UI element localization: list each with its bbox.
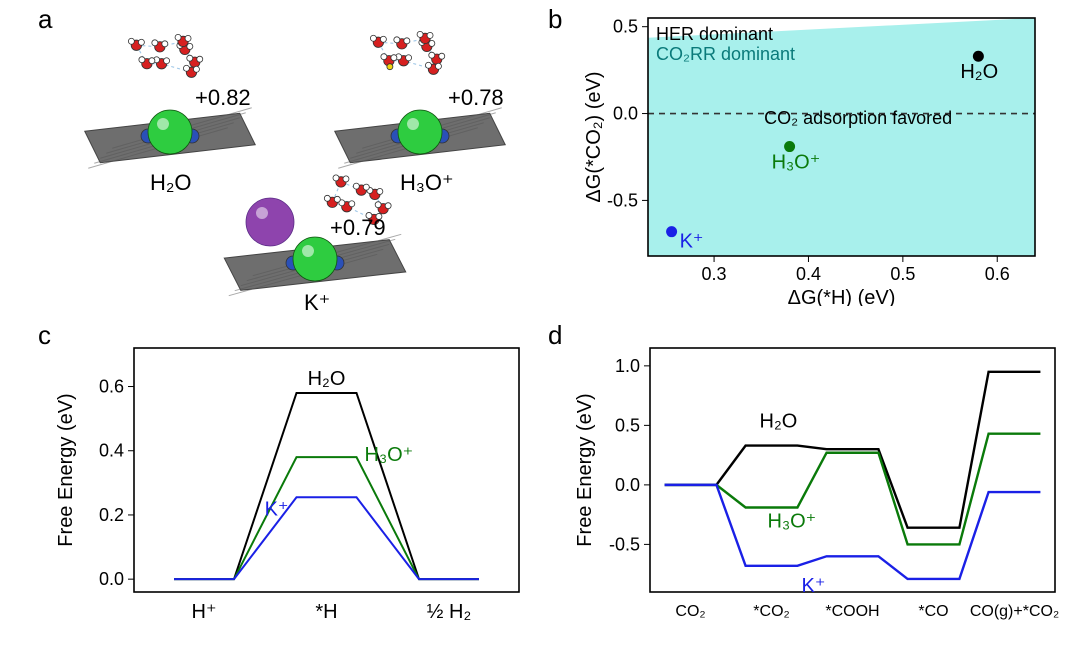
panel-b: 0.3 0.4 0.5 0.6 -0.5 0.0 0.5 ΔG(*H) (eV) ΔG(*CO₂… [580, 6, 1050, 306]
svg-text:CO₂: CO₂ [675, 603, 705, 620]
svg-text:0.6: 0.6 [985, 264, 1010, 284]
svg-text:*COOH: *COOH [825, 603, 879, 620]
svg-text:0.4: 0.4 [796, 264, 821, 284]
panel-a-svg: +0.82 H₂O +0.78 H₃O⁺ +0.79 K⁺ [60, 10, 530, 310]
svg-text:*CO₂: *CO₂ [753, 603, 789, 620]
svg-text:0.2: 0.2 [99, 505, 124, 525]
svg-text:K⁺: K⁺ [802, 575, 826, 597]
svg-text:-0.5: -0.5 [609, 534, 640, 554]
svg-text:H₂O: H₂O [760, 411, 798, 433]
panel-label-a: a [38, 4, 52, 35]
svg-text:0.6: 0.6 [99, 377, 124, 397]
svg-text:0.5: 0.5 [890, 264, 915, 284]
svg-text:Free Energy (eV): Free Energy (eV) [574, 393, 596, 546]
svg-text:H₃O⁺: H₃O⁺ [768, 510, 817, 532]
svg-text:0.3: 0.3 [702, 264, 727, 284]
svg-text:K⁺: K⁺ [265, 498, 289, 520]
svg-text:K⁺: K⁺ [304, 290, 330, 310]
svg-text:Free Energy (eV): Free Energy (eV) [55, 393, 77, 546]
svg-text:0.5: 0.5 [615, 415, 640, 435]
svg-text:-0.5: -0.5 [607, 190, 638, 210]
svg-text:*H: *H [315, 601, 337, 623]
panel-label-d: d [548, 320, 562, 351]
svg-text:0.4: 0.4 [99, 441, 124, 461]
svg-text:CO₂RR dominant: CO₂RR dominant [656, 44, 795, 64]
svg-text:H⁺: H⁺ [192, 601, 217, 623]
svg-text:0.5: 0.5 [613, 17, 638, 37]
svg-text:+0.79: +0.79 [330, 215, 386, 240]
svg-text:H₃O⁺: H₃O⁺ [772, 152, 821, 174]
svg-text:H₃O⁺: H₃O⁺ [365, 444, 414, 466]
svg-text:H₂O: H₂O [308, 368, 346, 390]
panel-c-svg: 0.0 0.2 0.4 0.6 H⁺ *H ½ H₂ Free Energy (eV) H₂O H… [44, 330, 534, 640]
panel-label-b: b [548, 4, 562, 35]
svg-text:0.0: 0.0 [615, 475, 640, 495]
svg-text:+0.82: +0.82 [195, 85, 251, 110]
panel-b-svg: 0.3 0.4 0.5 0.6 -0.5 0.0 0.5 ΔG(*H) (eV) ΔG(*CO₂… [580, 6, 1050, 306]
panel-d: -0.5 0.0 0.5 1.0 CO₂ *CO₂ *COOH *CO CO(g)+*CO₂ Fr… [565, 330, 1065, 640]
svg-text:HER dominant: HER dominant [656, 24, 773, 44]
svg-text:0.0: 0.0 [613, 104, 638, 124]
svg-text:H₃O⁺: H₃O⁺ [400, 170, 454, 195]
panel-a: +0.82 H₂O +0.78 H₃O⁺ +0.79 K⁺ [60, 10, 530, 310]
svg-text:H₂O: H₂O [960, 61, 998, 83]
svg-text:1.0: 1.0 [615, 356, 640, 376]
svg-text:H₂O: H₂O [150, 170, 192, 195]
svg-text:CO₂ adsorption favored: CO₂ adsorption favored [764, 108, 952, 128]
svg-text:0.0: 0.0 [99, 569, 124, 589]
svg-text:*CO: *CO [918, 603, 948, 620]
svg-text:+0.78: +0.78 [448, 85, 504, 110]
svg-text:ΔG(*CO₂) (eV): ΔG(*CO₂) (eV) [583, 71, 605, 202]
panel-d-svg: -0.5 0.0 0.5 1.0 CO₂ *CO₂ *COOH *CO CO(g)+*CO₂ Fr… [565, 330, 1065, 640]
svg-text:ΔG(*H) (eV): ΔG(*H) (eV) [788, 287, 896, 306]
svg-text:½ H₂: ½ H₂ [427, 601, 471, 623]
svg-text:K⁺: K⁺ [680, 231, 704, 253]
panel-c: 0.0 0.2 0.4 0.6 H⁺ *H ½ H₂ Free Energy (eV) H₂O H… [44, 330, 534, 640]
svg-text:CO(g)+*CO₂: CO(g)+*CO₂ [970, 603, 1059, 620]
